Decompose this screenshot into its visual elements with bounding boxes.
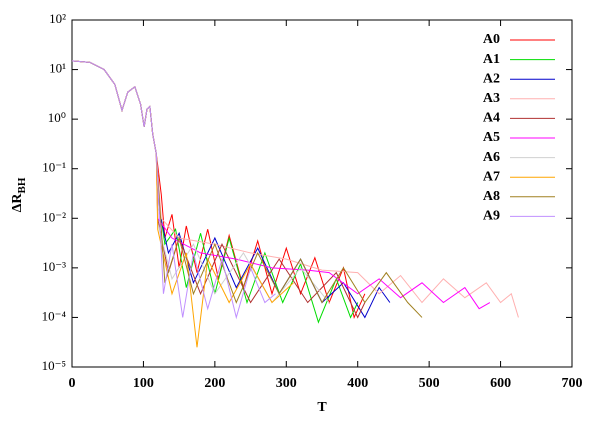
x-tick-label: 600: [490, 376, 511, 391]
legend-label: A6: [483, 150, 500, 165]
y-axis-title-sub: BH: [16, 177, 28, 193]
series-line: [71, 60, 330, 304]
y-tick-label: 10⁻⁵: [42, 358, 66, 373]
series-line: [71, 60, 294, 348]
legend-label: A2: [483, 71, 500, 86]
legend-label: A5: [483, 130, 500, 145]
y-tick-label: 10⁻¹: [42, 160, 66, 175]
series-line: [71, 60, 276, 320]
y-axis-title: ΔRBH: [10, 177, 27, 212]
series-line: [71, 60, 391, 319]
x-tick-label: 500: [419, 376, 440, 391]
x-tick-label: 300: [276, 376, 297, 391]
x-tick-label: 700: [562, 376, 583, 391]
plot-frame: [71, 19, 573, 368]
series-line: [71, 60, 491, 310]
y-tick-label: 10⁰: [48, 110, 66, 125]
y-axis-title-main: ΔR: [10, 193, 25, 213]
x-axis-title: T: [317, 400, 327, 415]
y-tick-label: 10⁻⁴: [42, 308, 67, 323]
x-tick-label: 400: [347, 376, 368, 391]
legend-label: A1: [483, 52, 500, 67]
legend-label: A9: [483, 209, 500, 224]
legend-label: A0: [483, 32, 500, 47]
y-tick-label: 10⁻²: [42, 209, 66, 224]
y-tick-label: 10⁻³: [42, 259, 66, 274]
legend-label: A8: [483, 189, 500, 204]
legend-label: A4: [483, 111, 500, 126]
x-tick-label: 100: [133, 376, 154, 391]
y-tick-label: 10²: [49, 11, 66, 26]
legend-label: A3: [483, 91, 500, 106]
x-tick-label: 0: [69, 376, 76, 391]
x-tick-label: 200: [204, 376, 225, 391]
y-tick-label: 10¹: [49, 61, 66, 76]
legend-label: A7: [483, 169, 500, 184]
